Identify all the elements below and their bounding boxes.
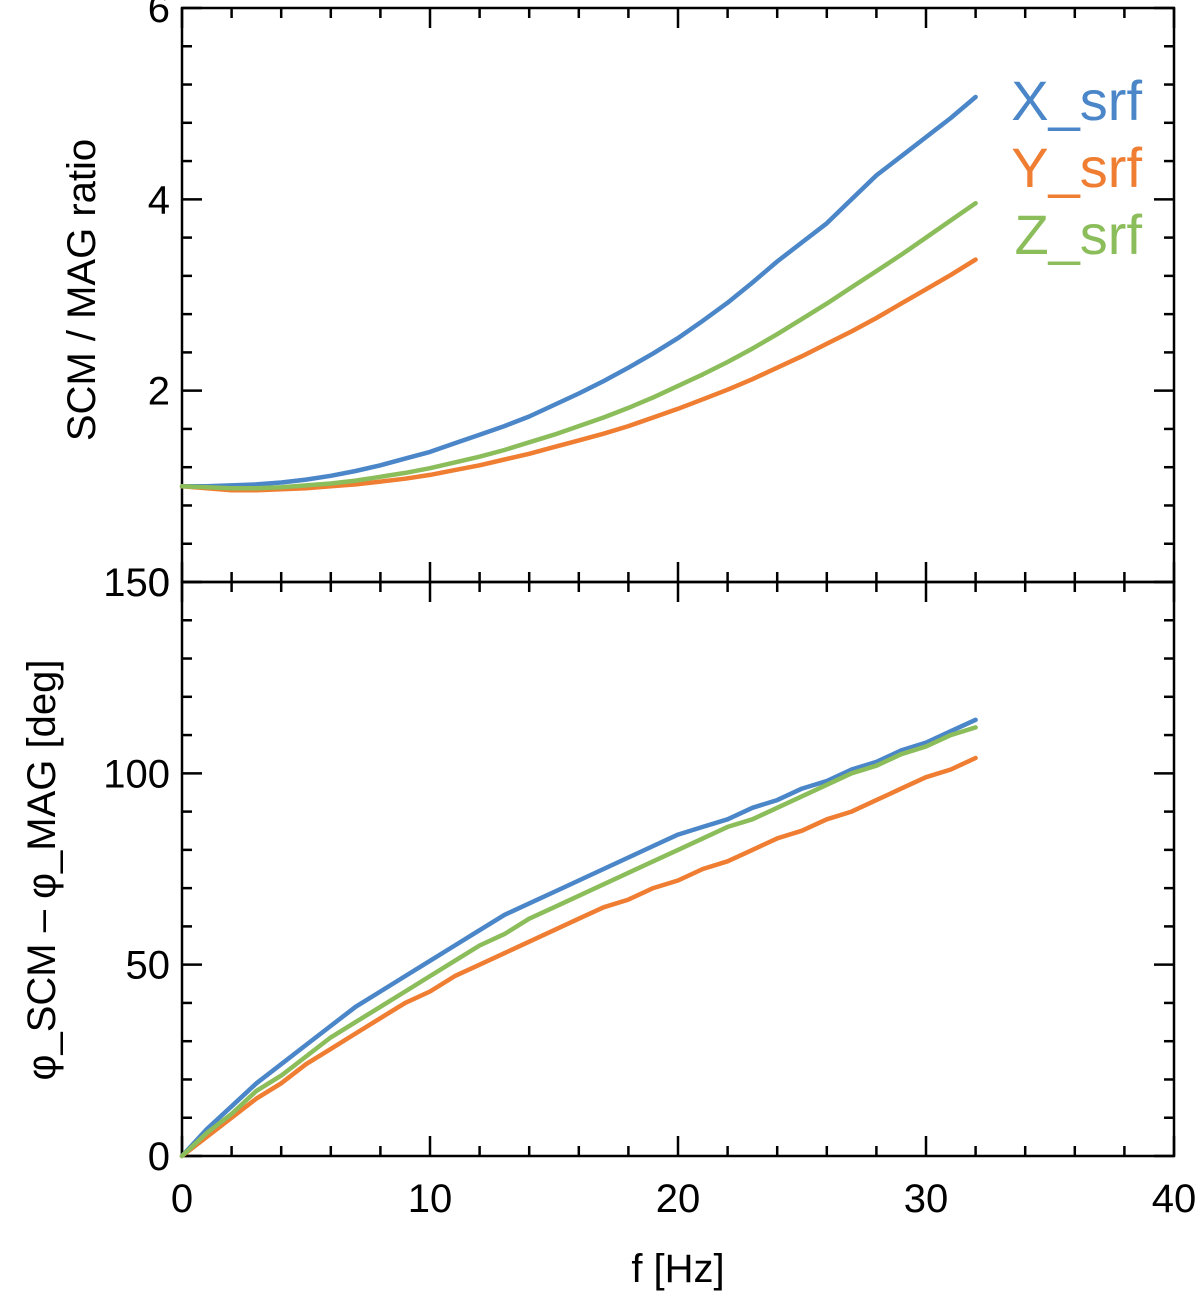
x-axis-label: f [Hz] [631,1247,724,1291]
x-tick-label: 40 [1152,1177,1197,1221]
top-series-y-srf [179,257,978,493]
top-series-z-srf [179,200,978,491]
top-y-tick-label: 6 [148,0,170,31]
top-y-tick-label: 2 [148,370,170,414]
top-series-x-srf [179,94,978,489]
top-y-tick-label: 0 [148,561,170,605]
top-y-axis-label: SCM / MAG ratio [60,139,104,441]
x-tick-label: 20 [656,1177,701,1221]
legend-z-srf: Z_srf [1014,203,1142,266]
bottom-series-x-srf [179,717,978,1159]
bottom-y-tick-label: 100 [103,752,170,796]
bottom-y-tick-label: 150 [103,561,170,605]
legend-x-srf: X_srf [1011,69,1142,132]
x-tick-label: 10 [408,1177,453,1221]
bottom-y-axis-label: φ_SCM – φ_MAG [deg] [20,660,64,1081]
x-tick-label: 0 [171,1177,193,1221]
bottom-y-tick-label: 0 [148,1135,170,1179]
top-y-tick-label: 4 [148,178,170,222]
x-tick-label: 30 [904,1177,949,1221]
legend-y-srf: Y_srf [1011,136,1142,199]
bottom-series-y-srf [179,755,978,1159]
bottom-y-tick-label: 50 [126,944,171,988]
top-panel: 0 2 4 6 [148,0,1176,605]
bottom-series-z-srf [179,725,978,1159]
legend: X_srf Y_srf Z_srf [1011,69,1142,266]
bottom-plot-frame [180,580,1176,1158]
bottom-panel: 0 10 20 30 40 0 50 100 150 [103,561,1196,1221]
